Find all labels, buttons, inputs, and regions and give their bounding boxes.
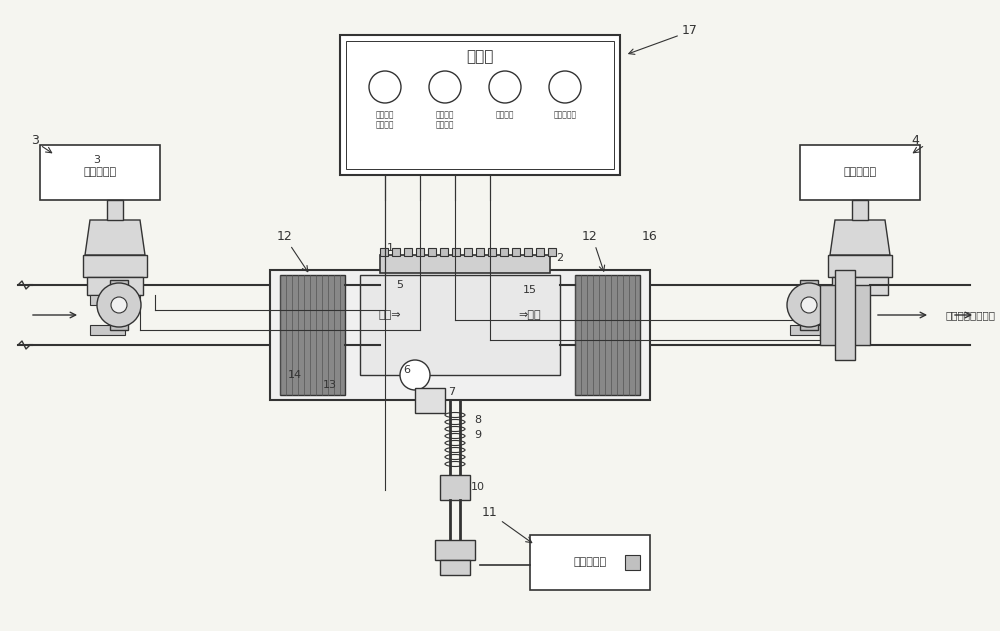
Bar	[440, 560, 470, 575]
Bar	[530, 535, 650, 590]
Text: 9: 9	[474, 430, 482, 440]
Bar	[835, 270, 855, 360]
Bar	[392, 248, 400, 256]
Bar	[852, 200, 868, 220]
Bar	[500, 248, 508, 256]
Bar	[476, 248, 484, 256]
Text: 控制器: 控制器	[466, 49, 494, 64]
Bar	[280, 275, 345, 395]
Text: 12: 12	[277, 230, 293, 244]
Bar	[340, 35, 620, 175]
Bar	[800, 145, 920, 200]
Text: 8: 8	[474, 415, 482, 425]
Bar	[832, 277, 888, 295]
Text: 7: 7	[448, 387, 456, 397]
Circle shape	[111, 297, 127, 313]
Bar	[452, 248, 460, 256]
Polygon shape	[85, 220, 145, 255]
Circle shape	[801, 297, 817, 313]
Text: 12: 12	[582, 230, 598, 244]
Text: 2: 2	[556, 253, 564, 263]
Bar	[270, 270, 650, 400]
Bar	[440, 248, 448, 256]
Bar	[360, 275, 560, 375]
Text: 状态指示灯: 状态指示灯	[553, 110, 577, 119]
Text: 循环加热介质水管: 循环加热介质水管	[945, 310, 995, 320]
Text: 3: 3	[31, 134, 39, 146]
Bar	[87, 277, 143, 295]
Text: 进水⇒: 进水⇒	[379, 310, 401, 320]
Text: 1: 1	[386, 243, 394, 253]
Text: 14: 14	[288, 370, 302, 380]
Bar	[90, 325, 125, 335]
Bar	[435, 540, 475, 560]
Text: 3: 3	[93, 155, 100, 165]
Bar	[464, 248, 472, 256]
Bar	[548, 248, 556, 256]
Text: 17: 17	[682, 23, 698, 37]
Text: 11: 11	[482, 507, 498, 519]
Bar	[404, 248, 412, 256]
Bar	[524, 248, 532, 256]
Bar	[536, 248, 544, 256]
Text: 出水电磁阀: 出水电磁阀	[843, 167, 877, 177]
Text: 手动关闭: 手动关闭	[376, 110, 394, 119]
Bar	[40, 145, 160, 200]
Circle shape	[549, 71, 581, 103]
Text: 进出水阀: 进出水阀	[376, 121, 394, 129]
Text: 手动打开: 手动打开	[436, 110, 454, 119]
Bar	[83, 255, 147, 277]
Text: 16: 16	[642, 230, 658, 244]
Bar	[380, 255, 550, 273]
Bar	[107, 200, 123, 220]
Circle shape	[97, 283, 141, 327]
Text: 15: 15	[523, 285, 537, 295]
Bar	[828, 255, 892, 277]
Bar	[800, 280, 818, 330]
Bar	[428, 248, 436, 256]
Text: ⇒出水: ⇒出水	[519, 310, 541, 320]
Bar	[820, 285, 870, 345]
Bar	[416, 248, 424, 256]
Circle shape	[787, 283, 831, 327]
Circle shape	[369, 71, 401, 103]
Bar	[380, 248, 388, 256]
Bar	[625, 555, 640, 570]
Bar	[90, 295, 125, 305]
Bar	[415, 388, 445, 413]
Text: 10: 10	[471, 482, 485, 492]
Bar	[512, 248, 520, 256]
Bar	[110, 280, 128, 330]
Bar	[790, 295, 825, 305]
Bar	[346, 41, 614, 169]
Text: 5: 5	[396, 280, 404, 290]
Text: 13: 13	[323, 380, 337, 390]
Text: 排放电磁阀: 排放电磁阀	[573, 557, 607, 567]
Polygon shape	[830, 220, 890, 255]
Bar	[440, 475, 470, 500]
Bar	[790, 325, 825, 335]
Text: 6: 6	[404, 365, 411, 375]
Text: 进水电磁阀: 进水电磁阀	[83, 167, 117, 177]
Bar	[488, 248, 496, 256]
Bar	[575, 275, 640, 395]
Circle shape	[429, 71, 461, 103]
Text: 排放水阀: 排放水阀	[436, 121, 454, 129]
Circle shape	[400, 360, 430, 390]
Text: 4: 4	[911, 134, 919, 146]
Circle shape	[489, 71, 521, 103]
Text: 手动试验: 手动试验	[496, 110, 514, 119]
